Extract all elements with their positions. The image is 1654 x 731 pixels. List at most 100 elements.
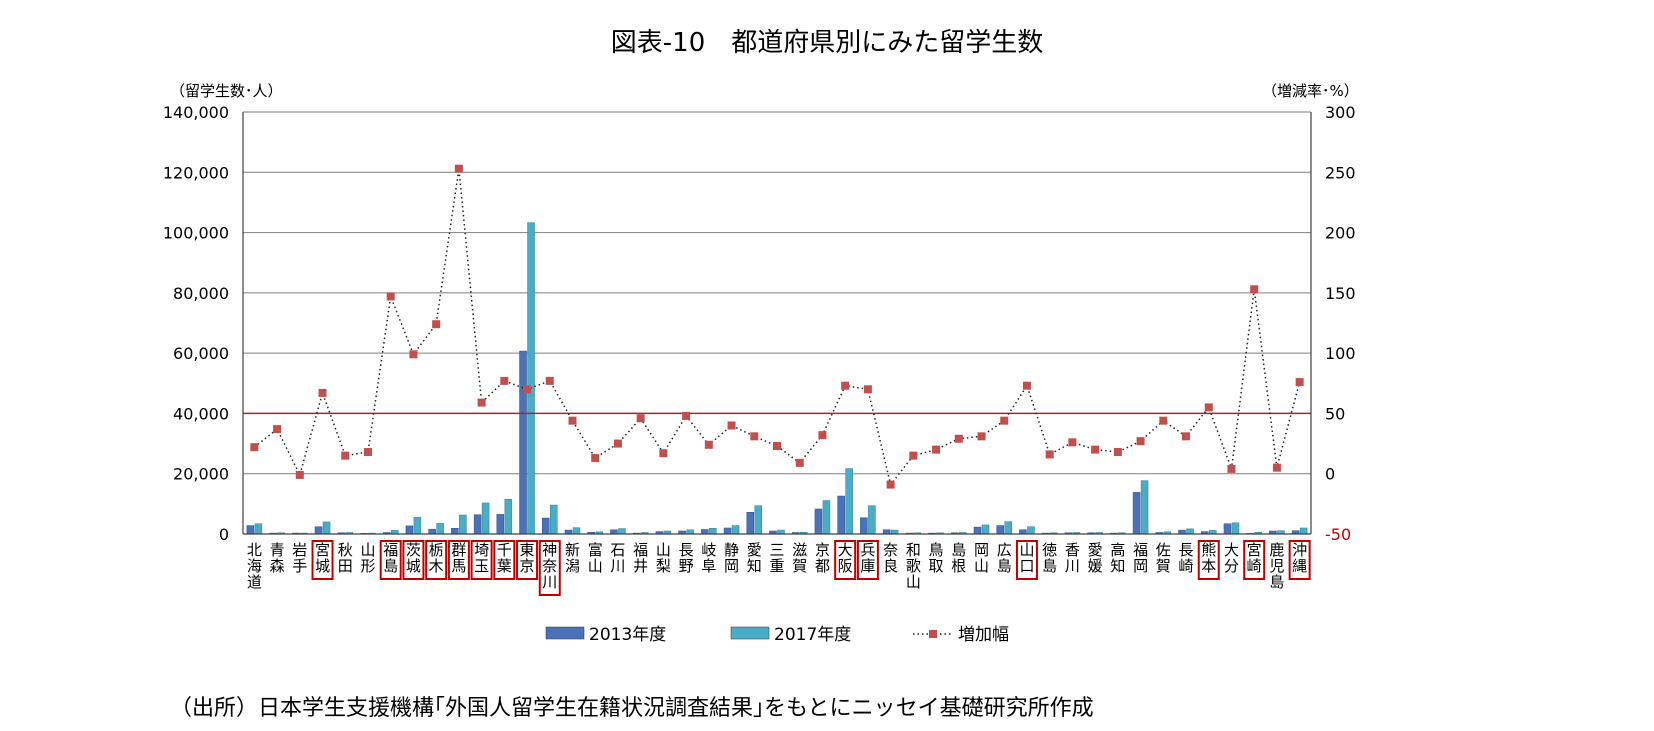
bar-2013: [701, 529, 709, 535]
x-tick-label: 都: [815, 557, 830, 575]
x-tick-label: 佐: [1156, 541, 1171, 559]
x-tick-label: 崎: [1179, 557, 1194, 575]
increase-marker: [1091, 445, 1100, 454]
bar-2017: [845, 468, 853, 535]
x-tick-label: 知: [747, 557, 762, 575]
increase-marker: [477, 398, 486, 407]
increase-marker: [341, 451, 350, 460]
highlight-box: [516, 540, 539, 580]
bar-2013: [860, 517, 868, 535]
x-tick-label: 東: [520, 541, 535, 559]
highlight-box: [856, 540, 879, 580]
increase-marker: [295, 470, 304, 479]
increase-marker: [773, 441, 781, 450]
x-tick-label: 群: [451, 541, 466, 559]
bar-2017: [686, 529, 694, 535]
bar-2013: [496, 514, 505, 535]
bar-2013: [1019, 529, 1027, 535]
increase-marker: [682, 411, 691, 420]
bar-2013: [451, 528, 459, 535]
x-tick-label: 道: [247, 573, 262, 591]
bars-group: [246, 222, 1308, 535]
increase-marker: [818, 431, 827, 440]
source-note: （出所）日本学生支援機構｢外国人留学生在籍状況調査結果｣をもとにニッセイ基礎研究…: [170, 696, 1094, 721]
increase-marker: [704, 440, 713, 449]
x-tick-label: 広: [997, 541, 1012, 559]
x-tick-label: 庫: [860, 557, 875, 575]
bar-2013: [246, 525, 255, 535]
bar-2017: [550, 504, 558, 535]
bar-2013: [542, 517, 550, 535]
increase-marker: [1068, 438, 1077, 447]
x-tick-label: 野: [679, 557, 694, 575]
x-tick-label: 形: [360, 557, 375, 575]
right-tick-label: -50: [1325, 525, 1351, 544]
x-tick-label: 熊: [1201, 541, 1216, 559]
x-tick-label: 山: [588, 557, 603, 575]
x-tick-label: 良: [883, 557, 898, 575]
x-tick-label: 城: [406, 557, 421, 575]
x-tick-label: 縄: [1292, 557, 1307, 575]
highlight-box: [447, 540, 470, 580]
increase-marker: [1272, 463, 1281, 472]
increase-marker: [841, 381, 850, 390]
left-tick-label: 80,000: [173, 284, 229, 303]
bar-2017: [413, 517, 422, 535]
increase-marker: [409, 350, 418, 359]
x-tick-label: 川: [1065, 557, 1080, 575]
right-tick-label: 50: [1325, 404, 1345, 423]
x-tick-label: 奈: [883, 541, 898, 559]
x-tick-label: 阪: [838, 557, 853, 575]
x-tick-label: 新: [565, 541, 580, 559]
x-tick-label: 福: [1133, 541, 1148, 559]
highlight-box: [425, 540, 448, 580]
bar-2013: [837, 495, 845, 535]
x-tick-label: 福: [633, 541, 648, 559]
right-tick-label: 150: [1325, 284, 1356, 303]
x-tick-label: 山: [906, 573, 921, 591]
x-tick-label: 島: [1042, 557, 1057, 575]
increase-marker: [1045, 450, 1054, 459]
increase-marker: [523, 385, 532, 394]
x-tick-label: 分: [1224, 557, 1239, 575]
increase-marker: [1182, 432, 1191, 441]
increase-marker: [432, 320, 441, 329]
x-tick-label: 島: [997, 557, 1012, 575]
x-tick-label: 鹿: [1269, 541, 1284, 559]
bar-2017: [1186, 528, 1194, 535]
x-tick-label: 三: [769, 541, 784, 559]
increase-marker: [454, 164, 463, 173]
x-tick-label: 愛: [747, 541, 762, 559]
bar-2017: [481, 502, 490, 535]
x-tick-label: 栃: [429, 541, 444, 559]
x-tick-label: 城: [315, 557, 330, 575]
bar-2013: [814, 508, 823, 535]
right-tick-label: 250: [1325, 163, 1356, 182]
left-tick-label: 140,000: [163, 103, 229, 122]
x-tick-label: 静: [724, 541, 739, 559]
x-tick-label: 手: [292, 557, 307, 575]
left-tick-label: 20,000: [173, 465, 229, 484]
x-axis-labels: 北海道青森岩手宮城秋田山形福島茨城栃木群馬埼玉千葉東京神奈川新潟富山石川福井山梨…: [247, 540, 1311, 596]
x-tick-label: 児: [1269, 557, 1284, 575]
increase-marker: [909, 451, 918, 460]
increase-marker: [613, 439, 622, 448]
legend-swatch: [545, 626, 585, 640]
x-tick-label: 茨: [406, 541, 421, 559]
x-tick-label: 岡: [974, 541, 989, 559]
x-tick-label: 島: [1269, 573, 1284, 591]
x-tick-label: 宮: [315, 541, 330, 559]
x-tick-label: 島: [383, 557, 398, 575]
x-tick-label: 徳: [1042, 541, 1057, 559]
highlight-box: [834, 540, 857, 580]
x-tick-label: 岐: [701, 541, 716, 559]
x-tick-label: 木: [429, 557, 444, 575]
increase-marker: [636, 414, 645, 423]
bar-2017: [1004, 521, 1012, 535]
increase-marker: [659, 449, 668, 458]
x-tick-label: 梨: [656, 557, 671, 575]
x-tick-label: 島: [951, 541, 966, 559]
highlight-box: [538, 540, 561, 596]
x-tick-label: 馬: [451, 557, 466, 575]
bar-2013: [473, 514, 482, 535]
